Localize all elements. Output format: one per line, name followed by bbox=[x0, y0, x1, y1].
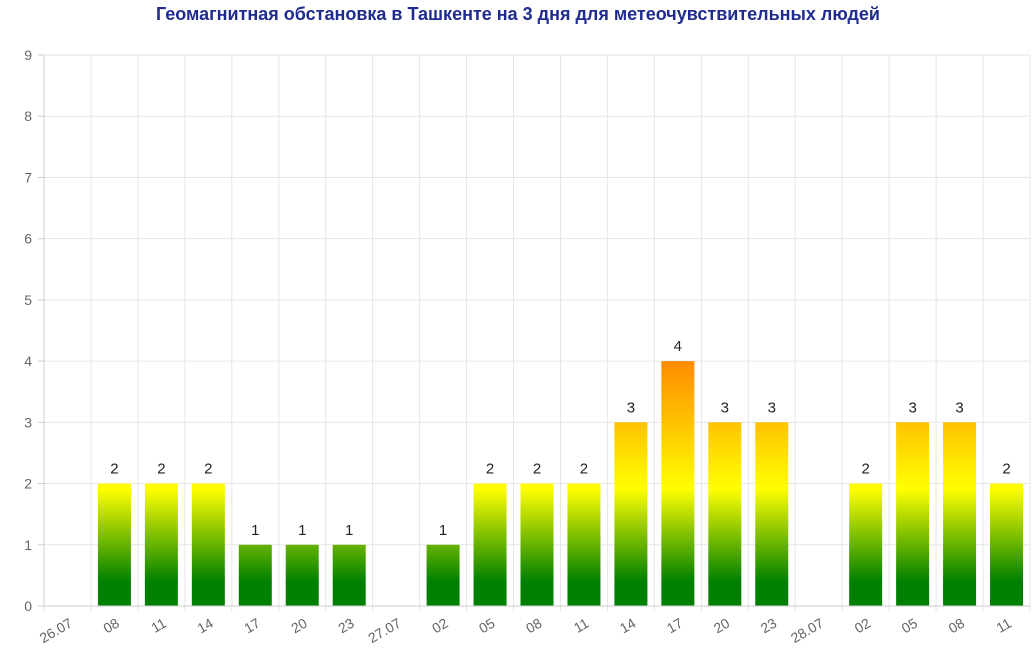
x-tick-label: 14 bbox=[617, 615, 639, 637]
bar bbox=[661, 361, 695, 606]
bar-value-label: 3 bbox=[768, 399, 776, 416]
bars bbox=[97, 361, 1024, 606]
x-tick-label: 28.07 bbox=[788, 615, 827, 646]
bar bbox=[943, 422, 977, 606]
bar-value-label: 1 bbox=[345, 522, 353, 539]
bar bbox=[990, 483, 1024, 606]
y-tick-label: 3 bbox=[24, 414, 32, 430]
bar bbox=[285, 544, 319, 606]
bar bbox=[614, 422, 648, 606]
chart-title: Геомагнитная обстановка в Ташкенте на 3 … bbox=[155, 4, 880, 24]
data-labels: 2 2 2 1 1 1 1 2 2 2 3 4 3 3 2 3 3 2 bbox=[110, 338, 1010, 539]
bar bbox=[238, 544, 272, 606]
x-tick-label: 14 bbox=[194, 615, 216, 637]
bar bbox=[332, 544, 366, 606]
bar bbox=[426, 544, 460, 606]
bar-value-label: 2 bbox=[204, 461, 212, 478]
bar bbox=[473, 483, 507, 606]
bar-value-label: 3 bbox=[721, 399, 729, 416]
x-tick-label: 23 bbox=[335, 615, 357, 637]
bar bbox=[144, 483, 178, 606]
bar bbox=[97, 483, 131, 606]
bar-value-label: 2 bbox=[157, 461, 165, 478]
x-tick-label: 20 bbox=[711, 615, 733, 637]
bar bbox=[191, 483, 225, 606]
bar bbox=[896, 422, 930, 606]
y-tick-label: 7 bbox=[24, 169, 32, 185]
x-tick-label: 05 bbox=[899, 615, 921, 637]
bar bbox=[567, 483, 601, 606]
x-tick-label: 20 bbox=[288, 615, 310, 637]
y-tick-label: 8 bbox=[24, 108, 32, 124]
y-tick-label: 1 bbox=[24, 537, 32, 553]
y-tick-label: 4 bbox=[24, 353, 32, 369]
bar bbox=[755, 422, 789, 606]
x-tick-label: 23 bbox=[758, 615, 780, 637]
x-tick-label: 17 bbox=[241, 615, 263, 637]
x-tick-label: 27.07 bbox=[365, 615, 404, 646]
y-tick-label: 5 bbox=[24, 292, 32, 308]
x-tick-label: 08 bbox=[946, 615, 968, 637]
x-tick-label: 11 bbox=[571, 615, 592, 636]
bar-value-label: 1 bbox=[439, 522, 447, 539]
x-tick-label: 11 bbox=[148, 615, 169, 636]
bar-value-label: 4 bbox=[674, 338, 682, 355]
bar-value-label: 3 bbox=[955, 399, 963, 416]
bar bbox=[708, 422, 742, 606]
bar-value-label: 2 bbox=[533, 461, 541, 478]
x-tick-label: 02 bbox=[429, 615, 451, 637]
bar-value-label: 1 bbox=[251, 522, 259, 539]
y-tick-label: 9 bbox=[24, 47, 32, 63]
bar-value-label: 2 bbox=[110, 461, 118, 478]
x-tick-label: 08 bbox=[100, 615, 122, 637]
bar-value-label: 2 bbox=[486, 461, 494, 478]
bar bbox=[849, 483, 883, 606]
y-tick-label: 0 bbox=[24, 598, 32, 614]
x-tick-label: 02 bbox=[852, 615, 874, 637]
bar-value-label: 1 bbox=[298, 522, 306, 539]
bar-value-label: 2 bbox=[861, 461, 869, 478]
bar bbox=[520, 483, 554, 606]
x-tick-label: 11 bbox=[993, 615, 1014, 636]
bar-value-label: 3 bbox=[627, 399, 635, 416]
y-tick-label: 2 bbox=[24, 476, 32, 492]
x-tick-label: 26.07 bbox=[37, 615, 76, 646]
y-tick-label: 6 bbox=[24, 231, 32, 247]
bar-value-label: 3 bbox=[908, 399, 916, 416]
x-tick-label: 08 bbox=[523, 615, 545, 637]
x-tick-label: 05 bbox=[476, 615, 498, 637]
bar-value-label: 2 bbox=[580, 461, 588, 478]
bar-value-label: 2 bbox=[1002, 461, 1010, 478]
x-tick-label: 17 bbox=[664, 615, 686, 637]
